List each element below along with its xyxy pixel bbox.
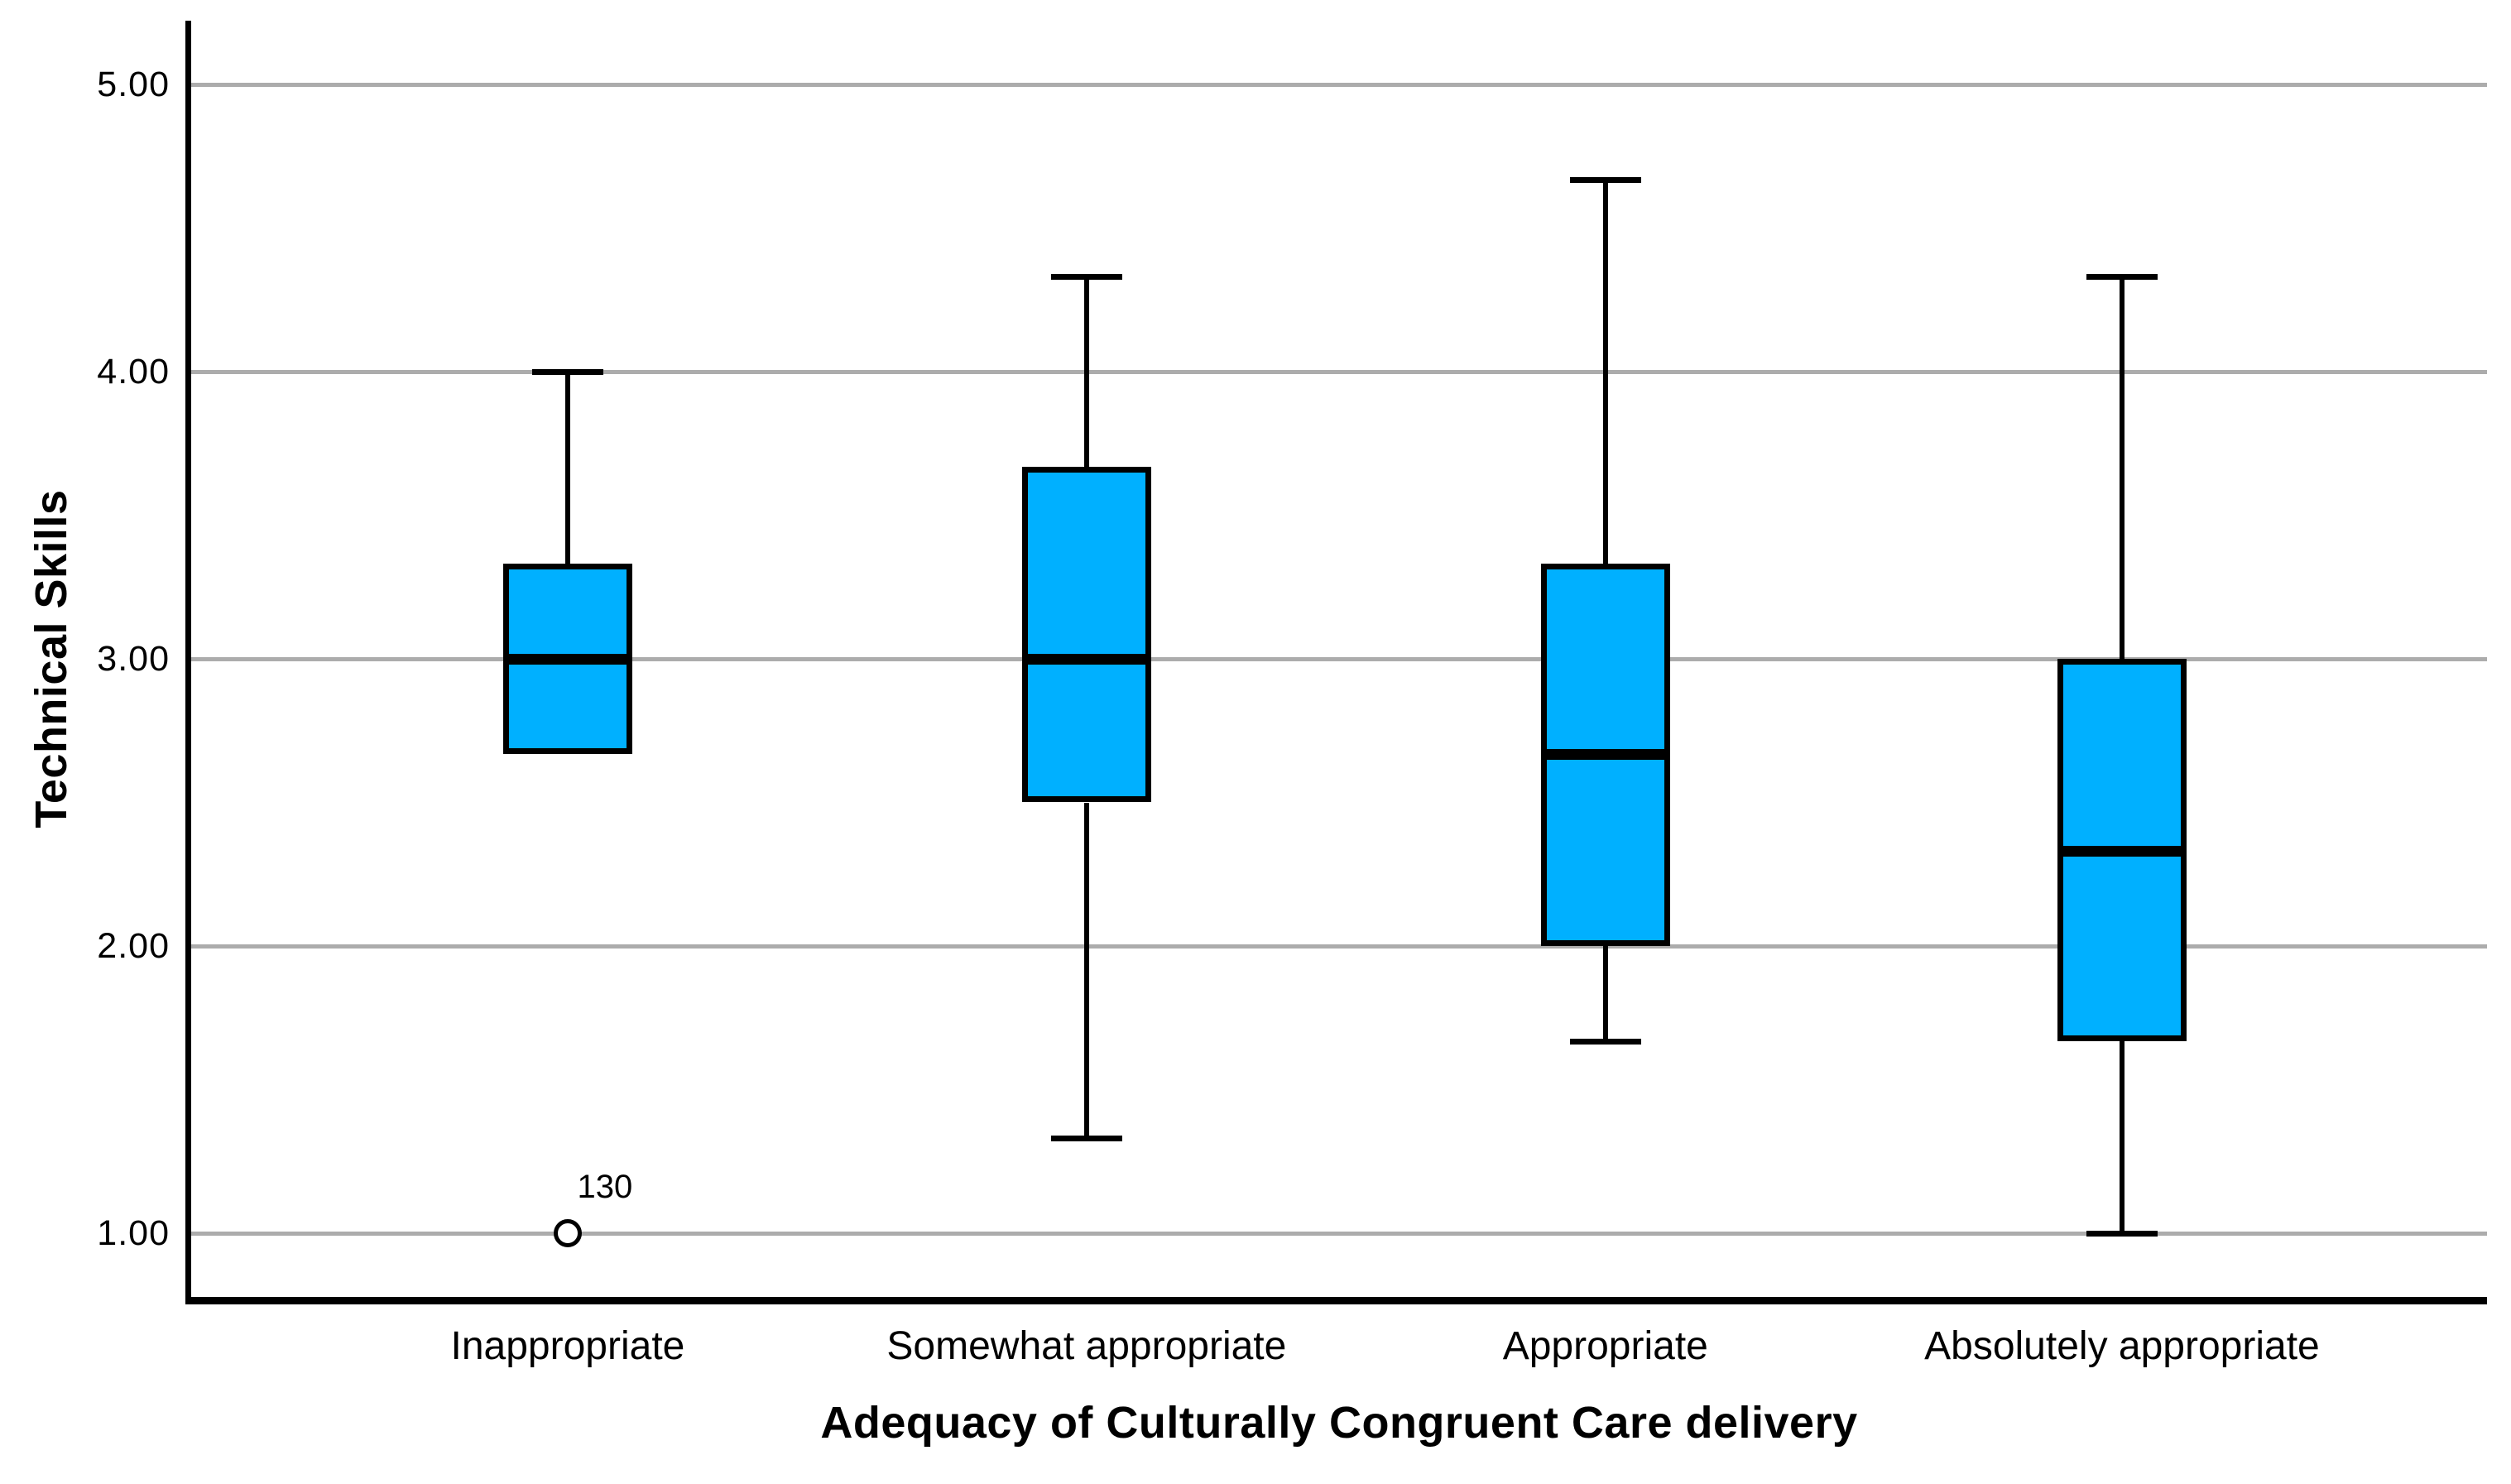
median-line bbox=[1540, 748, 1670, 760]
category-label: Inappropriate bbox=[450, 1324, 685, 1368]
box bbox=[1021, 466, 1151, 803]
gridline bbox=[191, 370, 2487, 374]
gridline bbox=[191, 944, 2487, 949]
y-tick-label: 4.00 bbox=[97, 352, 170, 391]
plot-area: 130 bbox=[185, 21, 2487, 1304]
lower-whisker-cap bbox=[1569, 1038, 1641, 1045]
upper-whisker-line bbox=[2119, 276, 2125, 659]
y-tick-label: 1.00 bbox=[97, 1213, 170, 1253]
x-axis-title: Adequacy of Culturally Congruent Care de… bbox=[820, 1398, 1858, 1448]
upper-whisker-line bbox=[1083, 276, 1089, 467]
gridline bbox=[191, 83, 2487, 87]
outlier-point bbox=[553, 1219, 582, 1247]
gridline bbox=[191, 1232, 2487, 1236]
median-line bbox=[502, 654, 632, 665]
lower-whisker-cap bbox=[1050, 1136, 1122, 1142]
y-tick-label: 5.00 bbox=[97, 65, 170, 104]
upper-whisker-cap bbox=[2086, 274, 2158, 281]
median-line bbox=[2057, 846, 2187, 857]
lower-whisker-line bbox=[1083, 802, 1089, 1139]
lower-whisker-cap bbox=[2086, 1231, 2158, 1237]
upper-whisker-cap bbox=[1050, 274, 1122, 281]
category-label: Somewhat appropriate bbox=[886, 1324, 1287, 1368]
y-axis-line bbox=[185, 21, 191, 1304]
median-line bbox=[1021, 654, 1151, 665]
y-tick-label: 3.00 bbox=[97, 639, 170, 679]
lower-whisker-line bbox=[1602, 946, 1608, 1041]
upper-whisker-line bbox=[564, 372, 570, 564]
category-label: Appropriate bbox=[1502, 1324, 1708, 1368]
lower-whisker-line bbox=[2119, 1040, 2125, 1233]
gridline bbox=[191, 657, 2487, 661]
outlier-label: 130 bbox=[577, 1169, 633, 1205]
category-label: Absolutely appropriate bbox=[1924, 1324, 2320, 1368]
x-axis-line bbox=[185, 1297, 2487, 1304]
upper-whisker-cap bbox=[1569, 176, 1641, 183]
upper-whisker-cap bbox=[531, 369, 603, 375]
y-tick-label: 2.00 bbox=[97, 926, 170, 966]
upper-whisker-line bbox=[1602, 179, 1608, 564]
